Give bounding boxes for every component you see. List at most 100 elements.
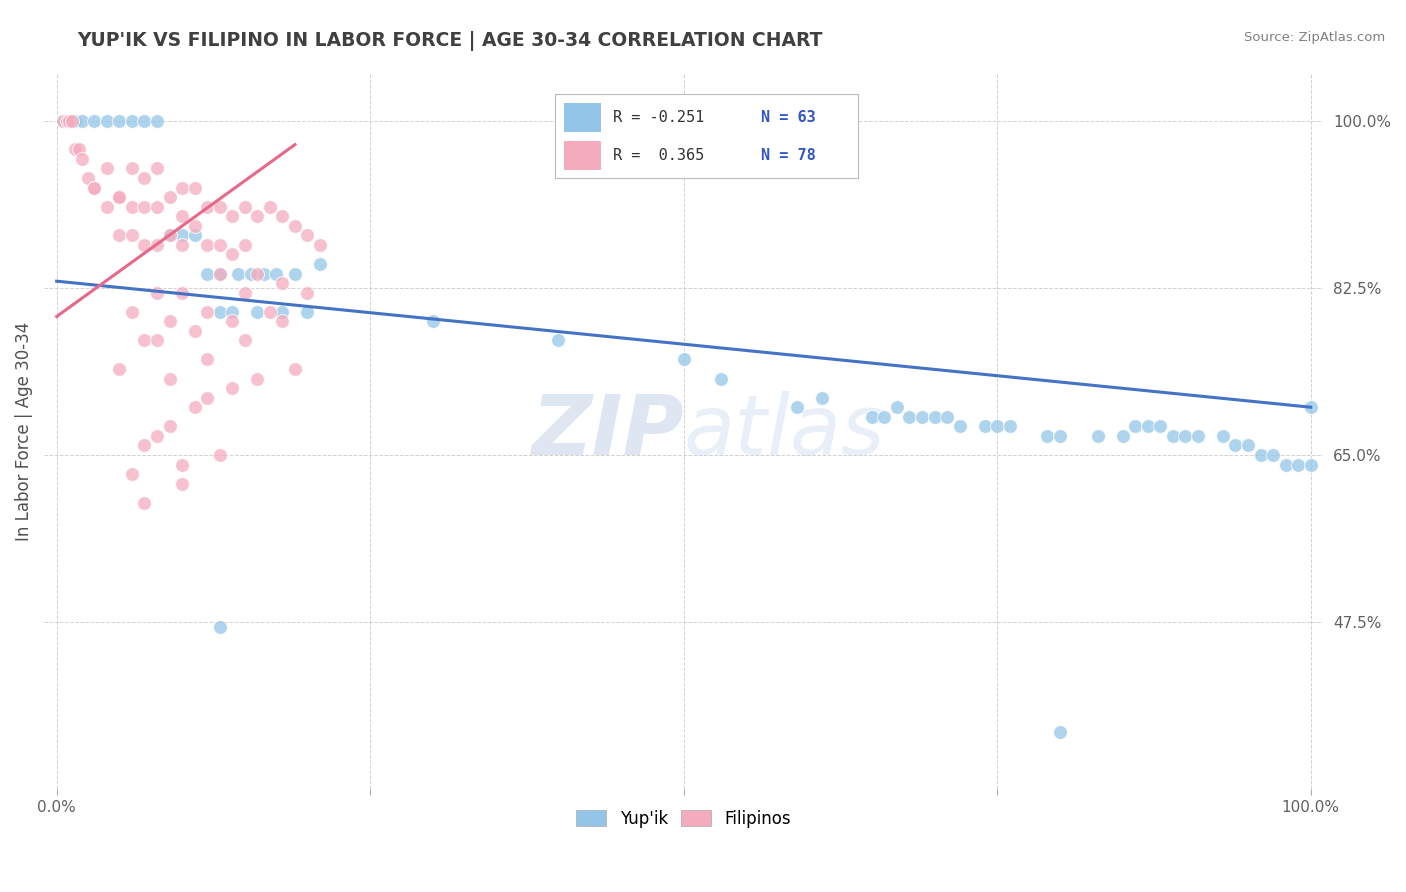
Point bbox=[134, 113, 156, 128]
Point bbox=[1274, 458, 1296, 472]
Point bbox=[284, 219, 307, 233]
Point bbox=[108, 113, 131, 128]
Point bbox=[924, 409, 946, 424]
Point bbox=[60, 113, 83, 128]
Point bbox=[121, 304, 143, 318]
Point bbox=[259, 304, 281, 318]
Point bbox=[70, 113, 93, 128]
Point bbox=[1261, 448, 1284, 462]
Point bbox=[146, 161, 169, 176]
Point bbox=[159, 371, 181, 385]
Point bbox=[55, 113, 77, 128]
Point bbox=[973, 419, 995, 434]
Point bbox=[108, 190, 131, 204]
Point bbox=[936, 409, 959, 424]
Point bbox=[986, 419, 1008, 434]
Point bbox=[1036, 429, 1059, 443]
Point bbox=[159, 314, 181, 328]
Point bbox=[134, 238, 156, 252]
Point bbox=[1174, 429, 1197, 443]
Point bbox=[240, 267, 263, 281]
Point bbox=[195, 304, 218, 318]
Point bbox=[121, 467, 143, 481]
Point bbox=[233, 200, 256, 214]
Point bbox=[1212, 429, 1234, 443]
Point bbox=[146, 200, 169, 214]
Point bbox=[221, 381, 243, 395]
Point bbox=[233, 285, 256, 300]
Point bbox=[208, 267, 231, 281]
Point bbox=[309, 257, 332, 271]
Point bbox=[228, 267, 250, 281]
Point bbox=[271, 304, 294, 318]
Point bbox=[297, 285, 319, 300]
Point bbox=[1187, 429, 1209, 443]
Point bbox=[284, 362, 307, 376]
Point bbox=[1149, 419, 1171, 434]
Point bbox=[898, 409, 921, 424]
Point bbox=[810, 391, 832, 405]
Point bbox=[297, 304, 319, 318]
Point bbox=[264, 267, 287, 281]
Point bbox=[108, 190, 131, 204]
Point bbox=[183, 219, 205, 233]
Point bbox=[1049, 725, 1071, 739]
Point bbox=[159, 419, 181, 434]
Point bbox=[183, 401, 205, 415]
Text: ZIP: ZIP bbox=[531, 391, 683, 472]
Point bbox=[183, 228, 205, 243]
Point bbox=[1299, 458, 1322, 472]
Point bbox=[170, 476, 193, 491]
Point bbox=[246, 304, 269, 318]
Point bbox=[246, 209, 269, 223]
Point bbox=[195, 352, 218, 367]
Point bbox=[146, 113, 169, 128]
Point bbox=[911, 409, 934, 424]
Point bbox=[121, 113, 143, 128]
Point bbox=[52, 113, 75, 128]
Point bbox=[246, 371, 269, 385]
Point bbox=[284, 267, 307, 281]
Point bbox=[195, 267, 218, 281]
Point bbox=[221, 247, 243, 261]
Point bbox=[67, 142, 90, 156]
Point bbox=[121, 228, 143, 243]
Point bbox=[134, 200, 156, 214]
Point bbox=[134, 496, 156, 510]
Point bbox=[208, 448, 231, 462]
Bar bbox=[564, 103, 600, 132]
Text: Source: ZipAtlas.com: Source: ZipAtlas.com bbox=[1244, 31, 1385, 45]
Point bbox=[221, 314, 243, 328]
Point bbox=[860, 409, 883, 424]
Point bbox=[948, 419, 970, 434]
Point bbox=[221, 209, 243, 223]
Point bbox=[108, 362, 131, 376]
Point bbox=[146, 238, 169, 252]
Legend: Yup'ik, Filipinos: Yup'ik, Filipinos bbox=[569, 804, 797, 835]
Point bbox=[58, 113, 80, 128]
Point bbox=[170, 180, 193, 194]
Point bbox=[208, 238, 231, 252]
Point bbox=[159, 190, 181, 204]
Point bbox=[134, 438, 156, 452]
Text: R = -0.251: R = -0.251 bbox=[613, 110, 704, 125]
Text: N = 78: N = 78 bbox=[761, 148, 815, 163]
Point bbox=[65, 142, 87, 156]
Point bbox=[1286, 458, 1309, 472]
Point bbox=[422, 314, 444, 328]
Point bbox=[297, 228, 319, 243]
Point bbox=[1136, 419, 1159, 434]
Point bbox=[233, 238, 256, 252]
Point bbox=[886, 401, 908, 415]
Y-axis label: In Labor Force | Age 30-34: In Labor Force | Age 30-34 bbox=[15, 321, 32, 541]
Point bbox=[271, 314, 294, 328]
Point bbox=[83, 113, 105, 128]
Point bbox=[786, 401, 808, 415]
Point bbox=[1250, 448, 1272, 462]
Point bbox=[195, 391, 218, 405]
Point bbox=[1087, 429, 1109, 443]
Point bbox=[233, 334, 256, 348]
Point bbox=[259, 200, 281, 214]
Bar bbox=[564, 141, 600, 169]
Text: atlas: atlas bbox=[683, 391, 886, 472]
